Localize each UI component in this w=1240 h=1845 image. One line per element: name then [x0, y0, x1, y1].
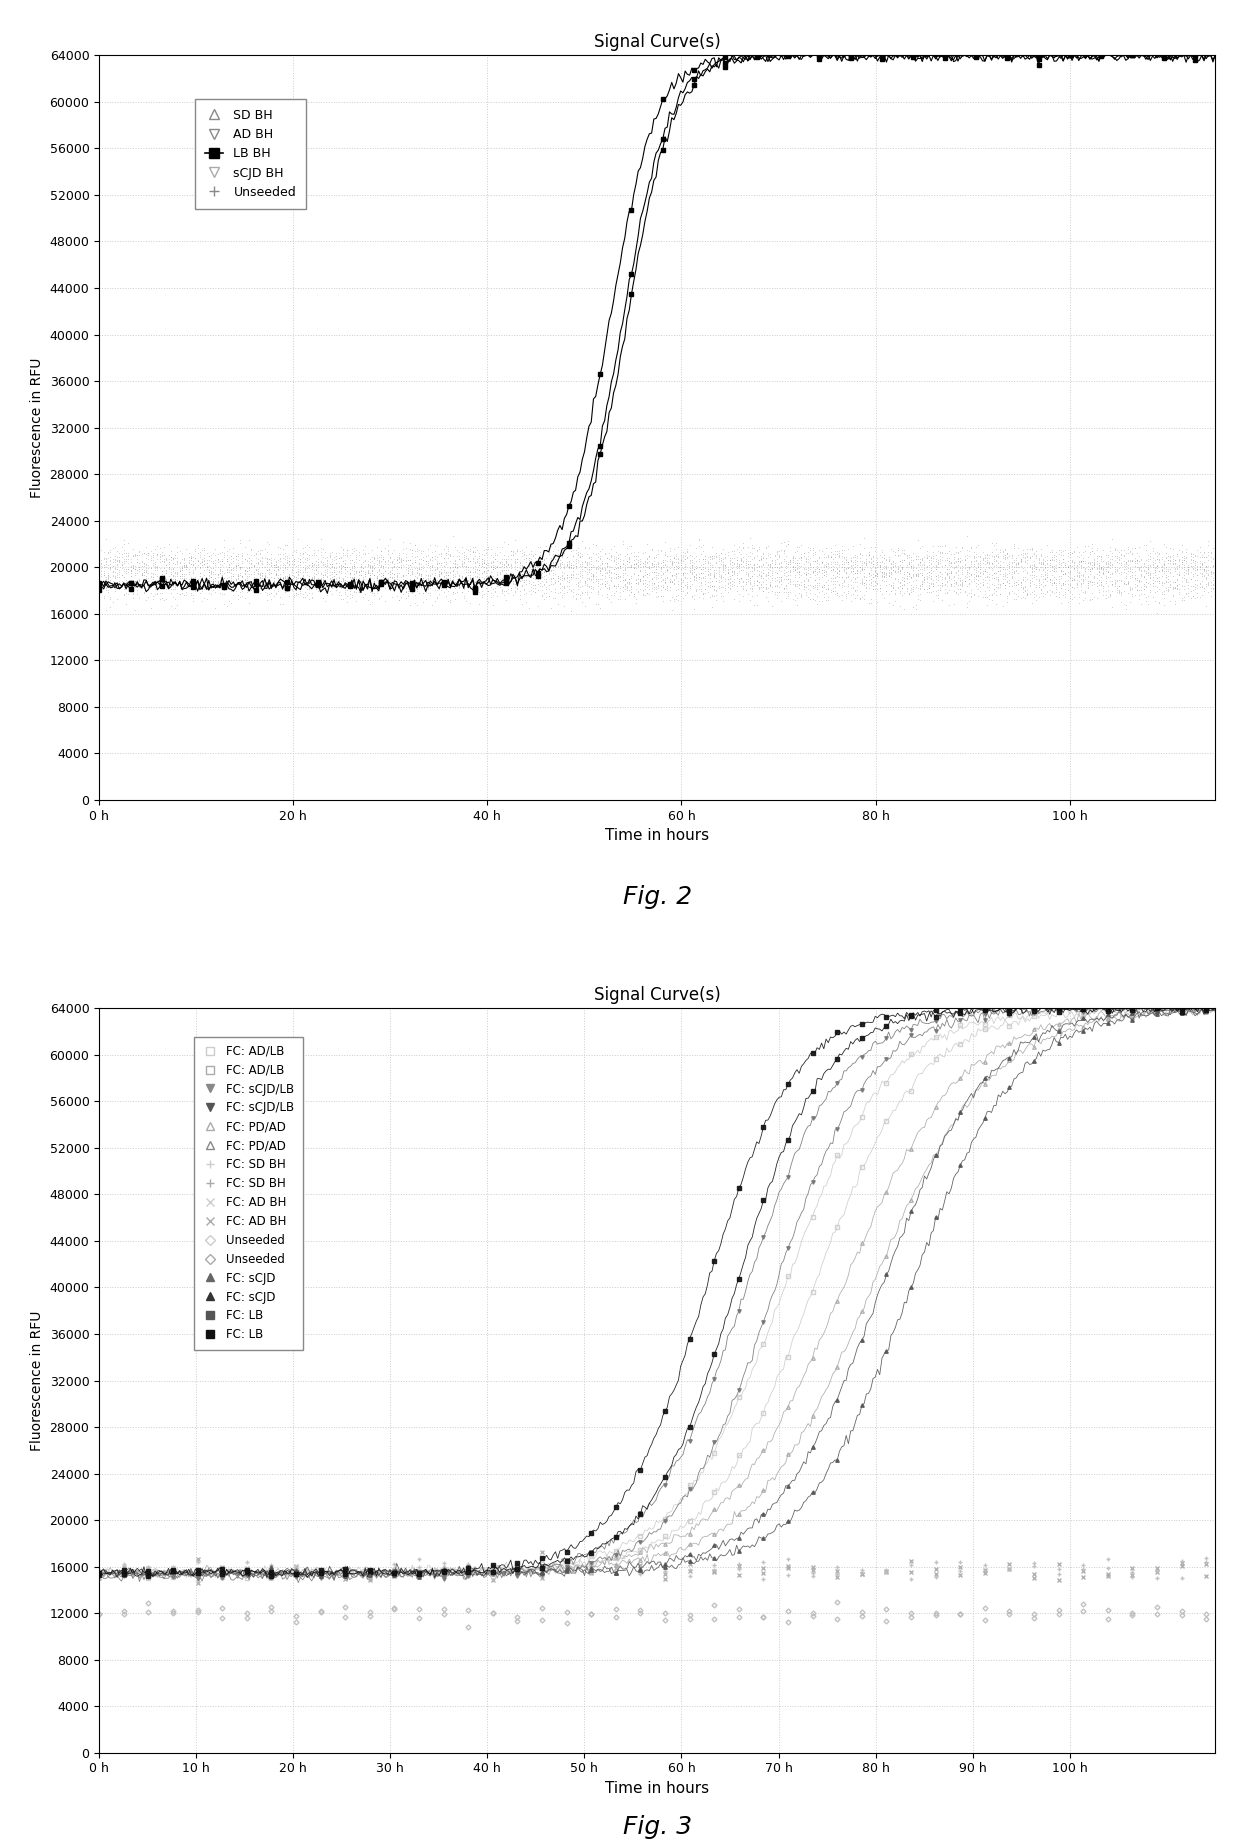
Y-axis label: Fluorescence in RFU: Fluorescence in RFU [30, 1310, 45, 1450]
Title: Signal Curve(s): Signal Curve(s) [594, 33, 720, 52]
Title: Signal Curve(s): Signal Curve(s) [594, 985, 720, 1004]
Legend: SD BH, AD BH, LB BH, sCJD BH, Unseeded: SD BH, AD BH, LB BH, sCJD BH, Unseeded [195, 100, 306, 208]
Y-axis label: Fluorescence in RFU: Fluorescence in RFU [30, 358, 45, 498]
Text: Fig. 2: Fig. 2 [622, 884, 692, 908]
Legend: FC: AD/LB, FC: AD/LB, FC: sCJD/LB, FC: sCJD/LB, FC: PD/AD, FC: PD/AD, FC: SD BH,: FC: AD/LB, FC: AD/LB, FC: sCJD/LB, FC: s… [195, 1037, 303, 1349]
X-axis label: Time in hours: Time in hours [605, 1780, 709, 1795]
Text: Fig. 3: Fig. 3 [622, 1815, 692, 1839]
X-axis label: Time in hours: Time in hours [605, 828, 709, 843]
